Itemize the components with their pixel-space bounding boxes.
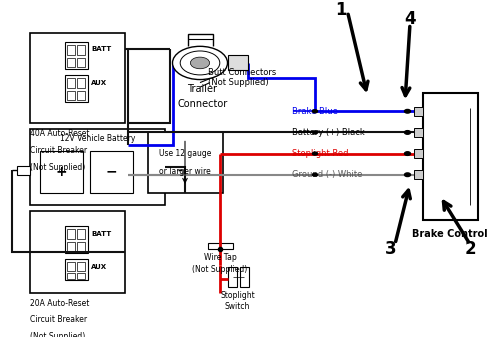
Text: (Not Supplied): (Not Supplied) <box>30 163 86 172</box>
Text: Ground (-) White: Ground (-) White <box>292 170 363 179</box>
Text: Brake Control: Brake Control <box>412 229 488 239</box>
Bar <box>67 242 75 251</box>
Bar <box>77 242 85 251</box>
Text: Battery (+) Black: Battery (+) Black <box>292 128 365 137</box>
Bar <box>165 166 177 175</box>
Bar <box>228 267 237 286</box>
Text: 4: 4 <box>404 10 416 28</box>
Circle shape <box>312 110 318 113</box>
Text: BATT: BATT <box>91 47 111 52</box>
Text: Circuit Breaker: Circuit Breaker <box>30 315 88 324</box>
Bar <box>77 91 85 100</box>
Text: Use 12 gauge: Use 12 gauge <box>159 149 211 158</box>
Circle shape <box>312 152 318 155</box>
Bar <box>67 262 75 271</box>
Text: 20A Auto-Reset: 20A Auto-Reset <box>30 299 90 308</box>
Text: Circuit Breaker: Circuit Breaker <box>30 146 88 155</box>
Text: Wire Tap: Wire Tap <box>204 253 236 262</box>
Bar <box>30 211 125 293</box>
Circle shape <box>312 131 318 134</box>
Bar <box>414 170 422 179</box>
Bar <box>422 93 478 220</box>
Bar <box>240 267 249 286</box>
Text: Switch: Switch <box>225 302 250 311</box>
Bar <box>40 151 82 193</box>
Bar <box>414 128 422 137</box>
Bar <box>414 107 422 116</box>
Text: Brake Blue: Brake Blue <box>292 107 339 116</box>
Bar <box>65 75 88 102</box>
Text: 12V Vehicle Battery: 12V Vehicle Battery <box>60 134 135 143</box>
Text: Connector: Connector <box>178 99 228 109</box>
Bar <box>77 273 85 279</box>
Circle shape <box>312 173 318 176</box>
Circle shape <box>190 57 210 69</box>
Text: (Not Supplied): (Not Supplied) <box>30 332 86 337</box>
Text: or larger wire: or larger wire <box>159 167 211 176</box>
Bar <box>77 229 85 239</box>
Bar <box>77 262 85 271</box>
Bar <box>67 273 75 279</box>
Circle shape <box>404 173 410 177</box>
Text: AUX: AUX <box>91 264 107 270</box>
Circle shape <box>172 46 228 80</box>
Bar <box>414 149 422 158</box>
Bar <box>18 166 30 175</box>
Bar <box>67 45 75 55</box>
Bar <box>65 226 88 253</box>
Text: +: + <box>56 165 68 179</box>
Text: −: − <box>106 165 118 179</box>
Text: 1: 1 <box>335 1 347 19</box>
Bar <box>65 259 88 280</box>
Bar <box>65 42 88 69</box>
Text: Stoplight: Stoplight <box>220 291 255 300</box>
Circle shape <box>404 110 410 113</box>
Bar <box>67 91 75 100</box>
Bar <box>77 58 85 67</box>
Text: Stoplight Red: Stoplight Red <box>292 149 349 158</box>
Bar <box>148 132 222 193</box>
Circle shape <box>404 131 410 134</box>
Text: 40A Auto-Reset: 40A Auto-Reset <box>30 129 90 139</box>
Bar <box>67 78 75 88</box>
Text: Butt Connectors: Butt Connectors <box>208 67 276 76</box>
Bar <box>67 58 75 67</box>
Text: BATT: BATT <box>91 231 111 237</box>
Text: AUX: AUX <box>91 80 107 86</box>
Circle shape <box>404 152 410 155</box>
Circle shape <box>180 51 220 75</box>
Text: Trailer: Trailer <box>188 84 218 94</box>
Bar <box>30 33 125 123</box>
Bar <box>208 243 233 249</box>
Text: 3: 3 <box>385 240 397 258</box>
Text: (Not Supplied): (Not Supplied) <box>208 78 268 87</box>
Bar <box>228 55 248 70</box>
Bar <box>90 151 132 193</box>
Text: (Not Supplied): (Not Supplied) <box>192 265 248 274</box>
Bar <box>30 129 165 205</box>
Text: 2: 2 <box>464 240 476 258</box>
Bar <box>77 78 85 88</box>
Bar <box>77 45 85 55</box>
Bar <box>67 229 75 239</box>
